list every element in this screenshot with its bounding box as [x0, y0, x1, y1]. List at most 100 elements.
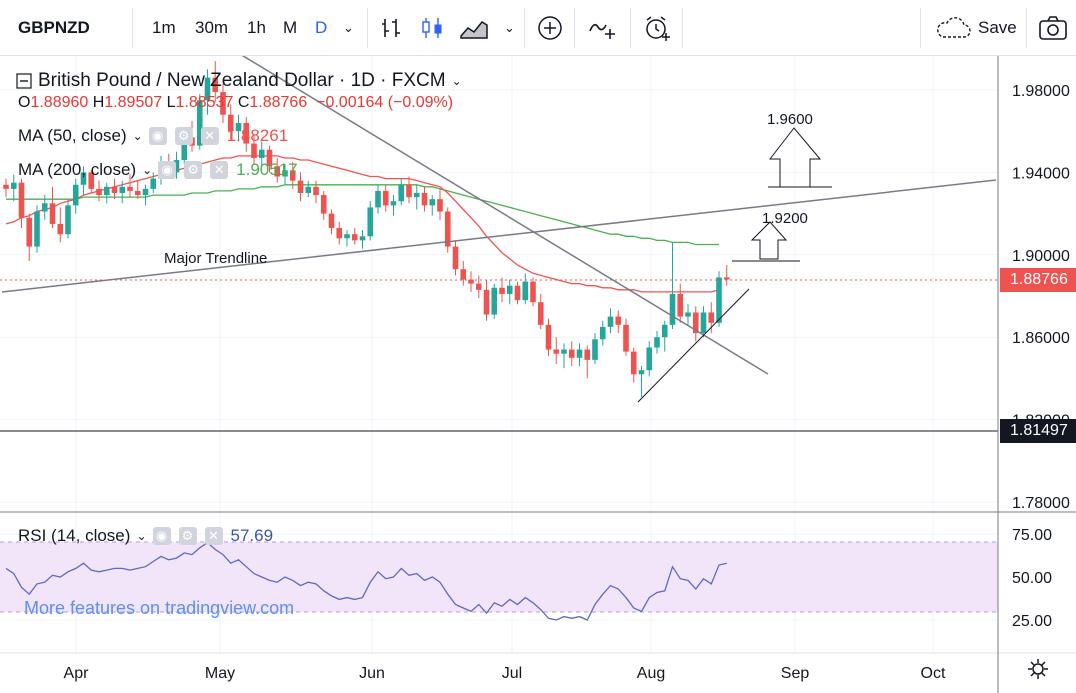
candle-body[interactable] [592, 339, 598, 360]
time-axis-settings-icon[interactable] [1026, 657, 1050, 686]
candle-body[interactable] [134, 190, 141, 196]
candle-body[interactable] [483, 289, 490, 315]
candle-body[interactable] [297, 180, 304, 193]
candle-body[interactable] [3, 184, 9, 189]
symbol-search-button[interactable]: GBPNZD [18, 18, 90, 37]
interval-month-button[interactable]: M [283, 18, 298, 37]
candles-chart-type-icon[interactable] [420, 0, 444, 56]
candle-body[interactable] [274, 166, 281, 177]
candle-body[interactable] [491, 287, 498, 315]
candle-body[interactable] [305, 186, 312, 193]
candle-body[interactable] [669, 293, 676, 325]
candle-body[interactable] [336, 228, 343, 239]
candle-body[interactable] [227, 114, 234, 132]
candle-body[interactable] [576, 349, 583, 358]
candle-body[interactable] [57, 223, 64, 235]
gear-icon[interactable]: ⚙ [174, 127, 193, 145]
candle-body[interactable] [96, 188, 102, 196]
major-trendline[interactable] [1, 179, 997, 293]
candle-body[interactable] [359, 236, 366, 241]
target-1960-arrow-icon[interactable] [768, 127, 822, 188]
eye-icon[interactable]: ◉ [158, 161, 177, 179]
candle-body[interactable] [258, 149, 265, 158]
compare-icon[interactable] [588, 0, 618, 56]
candle-body[interactable] [289, 170, 296, 181]
candle-body[interactable] [460, 269, 467, 280]
candle-body[interactable] [654, 337, 660, 348]
candle-body[interactable] [220, 92, 226, 115]
candle-body[interactable] [599, 326, 606, 340]
candle-body[interactable] [382, 190, 389, 206]
candle-body[interactable] [568, 349, 575, 358]
tradingview-watermark[interactable]: More features on tradingview.com [24, 598, 295, 618]
candle-body[interactable] [34, 211, 40, 247]
candles[interactable] [3, 61, 730, 397]
candle-body[interactable] [646, 347, 653, 371]
candle-body[interactable] [320, 195, 327, 214]
candle-body[interactable] [266, 149, 273, 167]
candle-body[interactable] [530, 281, 536, 303]
candle-body[interactable] [344, 234, 350, 239]
candle-body[interactable] [282, 170, 288, 177]
candle-body[interactable] [607, 316, 614, 327]
candle-body[interactable] [716, 277, 722, 323]
candle-body[interactable] [537, 302, 544, 325]
candle-body[interactable] [111, 186, 118, 193]
chart-type-dropdown-icon[interactable]: ⌄ [504, 20, 515, 35]
interval-day-button[interactable]: D [315, 18, 328, 37]
candle-body[interactable] [545, 324, 552, 350]
candle-body[interactable] [452, 246, 459, 270]
candle-body[interactable] [638, 370, 645, 375]
add-indicator-icon[interactable] [537, 0, 563, 56]
candle-body[interactable] [181, 137, 188, 161]
candle-body[interactable] [173, 160, 180, 173]
candle-body[interactable] [235, 122, 242, 132]
descending-trendline[interactable] [230, 56, 769, 375]
chart-canvas[interactable]: 1.980001.940001.900001.860001.820001.780… [0, 56, 1076, 693]
candle-body[interactable] [88, 172, 95, 189]
collapse-legend-icon[interactable] [16, 73, 32, 89]
candle-body[interactable] [406, 184, 412, 198]
eye-icon[interactable]: ◉ [148, 127, 167, 145]
candle-body[interactable] [429, 199, 436, 206]
candle-body[interactable] [506, 285, 513, 294]
area-chart-type-icon[interactable] [460, 0, 488, 56]
candle-body[interactable] [65, 205, 71, 235]
candle-body[interactable] [367, 207, 374, 237]
close-icon[interactable]: ✕ [200, 127, 219, 145]
candle-body[interactable] [623, 324, 629, 352]
candle-body[interactable] [561, 349, 567, 354]
candle-body[interactable] [18, 182, 25, 218]
candle-body[interactable] [723, 277, 730, 280]
candle-body[interactable] [522, 281, 529, 301]
candle-body[interactable] [72, 184, 79, 206]
candle-body[interactable] [437, 199, 443, 212]
candle-body[interactable] [615, 316, 622, 325]
candle-body[interactable] [243, 122, 250, 144]
candle-body[interactable] [700, 312, 707, 334]
chevron-down-icon[interactable]: ⌄ [142, 163, 153, 177]
candle-body[interactable] [421, 193, 428, 206]
candle-body[interactable] [375, 190, 381, 208]
ascending-support-line[interactable] [637, 288, 750, 403]
interval-1m-button[interactable]: 1m [152, 18, 176, 37]
candle-body[interactable] [251, 143, 257, 158]
candle-body[interactable] [49, 203, 56, 224]
candle-body[interactable] [584, 349, 591, 360]
price-axis[interactable]: 1.980001.940001.900001.860001.820001.780… [1012, 83, 1070, 630]
candle-body[interactable] [390, 201, 397, 206]
candle-body[interactable] [468, 279, 474, 284]
candle-body[interactable] [150, 178, 157, 189]
candle-body[interactable] [196, 100, 203, 146]
candle-body[interactable] [413, 193, 420, 198]
candle-body[interactable] [514, 285, 521, 301]
interval-dropdown-icon[interactable]: ⌄ [343, 20, 354, 35]
candle-body[interactable] [475, 283, 482, 290]
candle-body[interactable] [677, 293, 684, 317]
candle-body[interactable] [313, 186, 319, 196]
eye-icon[interactable]: ◉ [152, 527, 171, 545]
interval-30m-button[interactable]: 30m [195, 18, 229, 37]
candle-body[interactable] [103, 186, 110, 196]
candle-body[interactable] [630, 351, 637, 375]
candle-body[interactable] [685, 312, 691, 317]
